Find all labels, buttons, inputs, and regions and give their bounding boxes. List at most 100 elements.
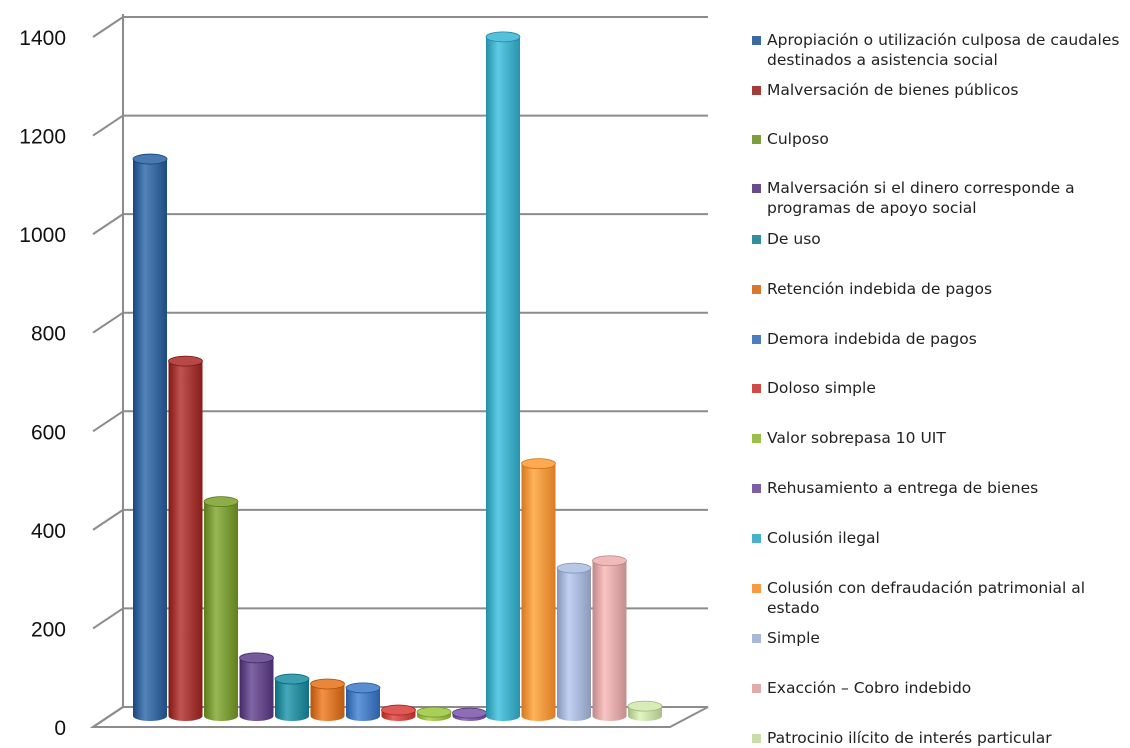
legend-swatch (752, 534, 761, 543)
floor (89, 706, 709, 728)
legend-item: Rehusamiento a entrega de bienes (752, 478, 1122, 498)
bar (310, 678, 345, 721)
legend-swatch (752, 184, 761, 193)
bar-body (592, 560, 627, 721)
bar-top (627, 700, 663, 712)
bar (203, 496, 239, 721)
legend-label: Exacción – Cobro indebido (767, 679, 972, 697)
bar-body (239, 657, 274, 721)
legend-swatch (752, 634, 761, 643)
legend-swatch (752, 484, 761, 493)
bar (416, 706, 452, 721)
bar-body (204, 501, 238, 721)
bar (274, 673, 310, 721)
bar-body (557, 568, 591, 721)
bar (627, 700, 663, 721)
legend-label: Rehusamiento a entrega de bienes (767, 479, 1039, 497)
legend-label: Patrocinio ilícito de interés particular (767, 729, 1052, 747)
bar-top (416, 706, 452, 718)
legend-item: Apropiación o utilización culposa de cau… (752, 30, 1122, 70)
legend-item: Malversación de bienes públicos (752, 80, 1122, 100)
bar (381, 704, 416, 721)
legend-item: Malversación si el dinero corresponde a … (752, 178, 1122, 218)
y-tick-label: 1000 (19, 224, 66, 247)
legend-swatch (752, 86, 761, 95)
legend-swatch (752, 335, 761, 344)
legend-swatch (752, 734, 761, 743)
legend-label: Colusión ilegal (767, 529, 880, 547)
bar (521, 458, 556, 721)
bar-top (521, 458, 556, 470)
gridline-depth (92, 213, 124, 235)
bar-top (345, 682, 381, 694)
legend-item: De uso (752, 229, 1122, 249)
legend-label: Demora indebida de pagos (767, 330, 977, 348)
bars (132, 31, 663, 722)
bar (485, 31, 521, 722)
bar (556, 562, 592, 721)
legend-item: Culposo (752, 129, 1122, 149)
bar (452, 707, 487, 721)
legend-label: Malversación si el dinero corresponde a … (767, 179, 1075, 217)
bar-top (274, 673, 310, 685)
legend-item: Simple (752, 628, 1122, 648)
legend-label: De uso (767, 230, 821, 248)
gridline-depth (92, 509, 124, 531)
bar (132, 153, 168, 722)
legend-label: Valor sobrepasa 10 UIT (767, 429, 946, 447)
legend-label: Malversación de bienes públicos (767, 81, 1019, 99)
legend-swatch (752, 285, 761, 294)
legend-item: Exacción – Cobro indebido (752, 678, 1122, 698)
y-tick-label: 1200 (19, 126, 66, 149)
legend-item: Doloso simple (752, 378, 1122, 398)
y-tick-label: 200 (31, 618, 66, 641)
bar (345, 682, 381, 721)
gridline-depth (92, 114, 124, 137)
legend-item: Valor sobrepasa 10 UIT (752, 428, 1122, 448)
legend-swatch (752, 434, 761, 443)
bar-body (133, 159, 167, 722)
bar-top (168, 355, 203, 367)
legend-swatch (752, 135, 761, 144)
legend-swatch (752, 235, 761, 244)
bar-body (346, 687, 380, 721)
legend-label: Simple (767, 629, 820, 647)
gridline-depth (92, 16, 124, 38)
bar-top (132, 153, 168, 165)
legend-label: Apropiación o utilización culposa de cau… (767, 31, 1120, 69)
gridline-depth (92, 607, 124, 630)
bar-top (203, 496, 239, 508)
legend-swatch (752, 384, 761, 393)
y-tick-label: 400 (31, 520, 66, 543)
gridline-depth (92, 311, 124, 334)
bar (592, 555, 627, 721)
legend-swatch (752, 36, 761, 45)
bar-top (239, 652, 274, 664)
y-tick-label: 800 (31, 323, 66, 346)
legend-label: Colusión con defraudación patrimonial al… (767, 579, 1086, 617)
legend-item: Colusión ilegal (752, 528, 1122, 548)
legend-item: Demora indebida de pagos (752, 329, 1122, 349)
gridline-depth (92, 410, 124, 433)
bar-top (381, 704, 416, 716)
bar-top (452, 707, 487, 719)
bar-top (310, 678, 345, 690)
y-tick-label: 600 (31, 421, 66, 444)
legend-label: Retención indebida de pagos (767, 280, 993, 298)
bar-body (275, 679, 309, 721)
bar-body (168, 361, 203, 721)
y-tick-label: 1400 (19, 27, 66, 50)
y-tick-label: 0 (54, 717, 66, 740)
legend-item: Patrocinio ilícito de interés particular (752, 728, 1122, 748)
bar-body (521, 463, 556, 721)
legend-item: Colusión con defraudación patrimonial al… (752, 578, 1122, 618)
bar-body (486, 36, 520, 722)
legend-label: Doloso simple (767, 379, 876, 397)
bar-body (310, 683, 345, 721)
bar (168, 355, 203, 721)
bar-top (556, 562, 592, 574)
y-axis: 0 200 400 600 800 1000 1200 1400 (19, 27, 66, 740)
bar (239, 652, 274, 721)
legend-swatch (752, 684, 761, 693)
